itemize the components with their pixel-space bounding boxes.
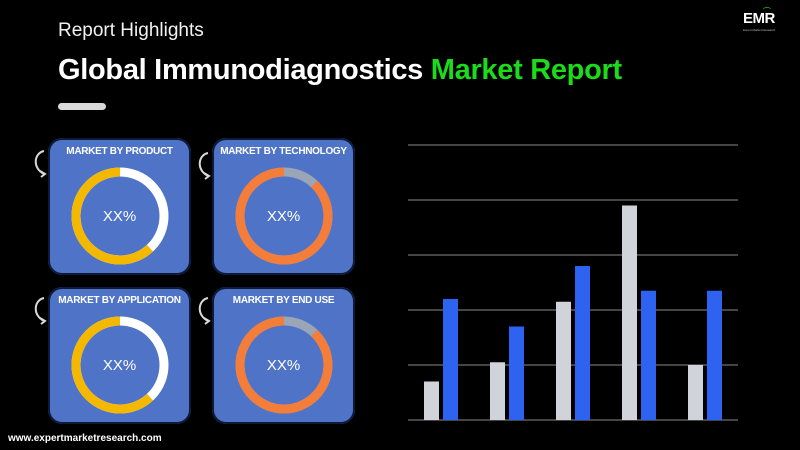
card-market-by-product: MARKET BY PRODUCT XX% bbox=[48, 138, 191, 275]
cycle-arrow-icon bbox=[198, 152, 211, 180]
report-highlights-label: Report Highlights bbox=[58, 20, 204, 41]
cycle-arrow-icon bbox=[198, 297, 211, 325]
bar-series-1-category-1 bbox=[424, 381, 439, 420]
card-market-by-technology: MARKET BY TECHNOLOGY XX% bbox=[212, 138, 355, 275]
card-market-by-application: MARKET BY APPLICATION XX% bbox=[48, 287, 191, 424]
card-value: XX% bbox=[102, 208, 137, 225]
donut-chart bbox=[71, 167, 168, 265]
cycle-arrow-icon bbox=[34, 150, 47, 178]
logo-tagline: Expert Market Research bbox=[743, 28, 776, 32]
cycle-arrow-icon bbox=[34, 297, 47, 325]
website-url: www.expertmarketresearch.com bbox=[8, 433, 162, 444]
bar-series-2-category-1 bbox=[443, 299, 458, 420]
emr-logo: ⌒ EMR Expert Market Research bbox=[743, 7, 791, 34]
card-value: XX% bbox=[102, 357, 137, 374]
page-title: Global Immunodiagnostics Market Report bbox=[58, 54, 622, 87]
bar-series-2-category-5 bbox=[707, 290, 722, 420]
donut-chart bbox=[71, 316, 168, 414]
title-underline bbox=[58, 103, 106, 110]
donut-share bbox=[235, 167, 332, 265]
card-value: XX% bbox=[266, 208, 301, 225]
bar-series-1-category-5 bbox=[688, 365, 703, 420]
bar-series-2-category-2 bbox=[509, 326, 524, 420]
bar-series-1-category-2 bbox=[490, 362, 505, 420]
card-market-by-end-use: MARKET BY END USE XX% bbox=[212, 287, 355, 424]
title-accent: Market Report bbox=[430, 54, 622, 86]
card-title: MARKET BY END USE bbox=[232, 295, 335, 306]
card-value: XX% bbox=[266, 357, 301, 374]
logo-text: EMR bbox=[743, 10, 775, 27]
donut-share bbox=[71, 316, 168, 414]
bar-chart bbox=[408, 144, 738, 421]
logo-swoosh-icon: ⌒ bbox=[763, 7, 771, 16]
bar-series-2-category-3 bbox=[575, 266, 590, 420]
donut-chart bbox=[235, 316, 332, 414]
bar-series-2-category-4 bbox=[641, 290, 656, 420]
bar-series-1-category-3 bbox=[556, 301, 571, 420]
donut-chart bbox=[235, 167, 332, 265]
card-title: MARKET BY APPLICATION bbox=[58, 295, 181, 306]
card-title: MARKET BY PRODUCT bbox=[66, 146, 173, 157]
donut-share bbox=[235, 316, 332, 414]
donut-share bbox=[71, 167, 168, 265]
card-title: MARKET BY TECHNOLOGY bbox=[220, 146, 347, 157]
bar-series-1-category-4 bbox=[622, 205, 637, 420]
title-main: Global Immunodiagnostics bbox=[58, 54, 423, 86]
